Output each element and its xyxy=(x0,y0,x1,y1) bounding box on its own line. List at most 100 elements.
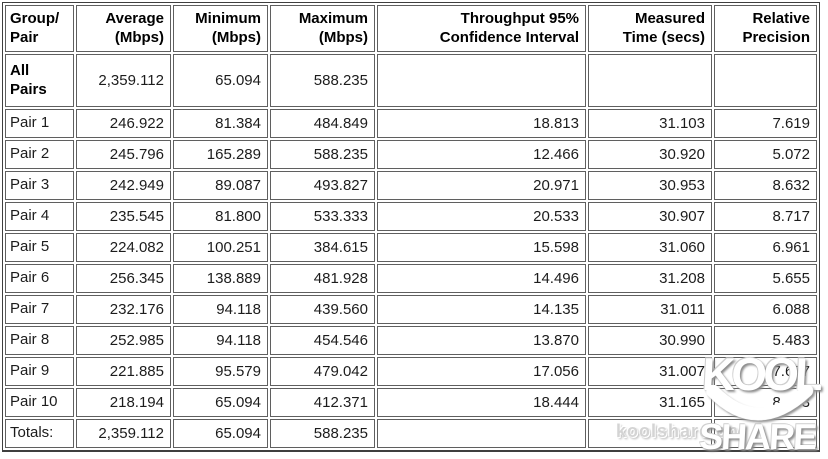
table-row: Pair 6 256.345 138.889 481.928 14.496 31… xyxy=(5,264,817,293)
cell-measured-time xyxy=(588,54,712,107)
cell-average: 242.949 xyxy=(76,171,171,200)
header-measured-time: Measured Time (secs) xyxy=(588,5,712,52)
cell-average: 252.985 xyxy=(76,326,171,355)
row-label: Pair 3 xyxy=(5,171,74,200)
row-label: Pair 8 xyxy=(5,326,74,355)
cell-average: 218.194 xyxy=(76,388,171,417)
cell-minimum: 94.118 xyxy=(173,326,268,355)
throughput-results-table: Group/ Pair Average (Mbps) Minimum (Mbps… xyxy=(2,2,820,452)
cell-confidence-interval: 12.466 xyxy=(377,140,586,169)
cell-maximum: 481.928 xyxy=(270,264,375,293)
cell-confidence-interval: 14.135 xyxy=(377,295,586,324)
cell-confidence-interval: 15.598 xyxy=(377,233,586,262)
cell-measured-time: 31.011 xyxy=(588,295,712,324)
row-label: Pair 4 xyxy=(5,202,74,231)
table-body: All Pairs 2,359.112 65.094 588.235 Pair … xyxy=(5,54,817,448)
cell-average: 2,359.112 xyxy=(76,54,171,107)
cell-maximum: 384.615 xyxy=(270,233,375,262)
cell-measured-time xyxy=(588,419,712,448)
table-row: Pair 8 252.985 94.118 454.546 13.870 30.… xyxy=(5,326,817,355)
cell-relative-precision: 6.961 xyxy=(714,233,817,262)
cell-confidence-interval: 20.971 xyxy=(377,171,586,200)
row-label: Pair 5 xyxy=(5,233,74,262)
cell-average: 224.082 xyxy=(76,233,171,262)
cell-minimum: 81.800 xyxy=(173,202,268,231)
cell-maximum: 439.560 xyxy=(270,295,375,324)
cell-minimum: 138.889 xyxy=(173,264,268,293)
cell-confidence-interval: 18.813 xyxy=(377,109,586,138)
cell-relative-precision: 5.072 xyxy=(714,140,817,169)
cell-relative-precision xyxy=(714,54,817,107)
header-minimum-mbps: Minimum (Mbps) xyxy=(173,5,268,52)
cell-average: 256.345 xyxy=(76,264,171,293)
cell-maximum: 479.042 xyxy=(270,357,375,386)
cell-relative-precision: 7.687 xyxy=(714,357,817,386)
table-header: Group/ Pair Average (Mbps) Minimum (Mbps… xyxy=(5,5,817,52)
cell-maximum: 484.849 xyxy=(270,109,375,138)
cell-maximum: 588.235 xyxy=(270,419,375,448)
cell-confidence-interval: 17.056 xyxy=(377,357,586,386)
table-row: Pair 5 224.082 100.251 384.615 15.598 31… xyxy=(5,233,817,262)
header-relative-precision: Relative Precision xyxy=(714,5,817,52)
cell-measured-time: 30.953 xyxy=(588,171,712,200)
cell-confidence-interval: 20.533 xyxy=(377,202,586,231)
header-average-mbps: Average (Mbps) xyxy=(76,5,171,52)
cell-average: 2,359.112 xyxy=(76,419,171,448)
table-row: Pair 4 235.545 81.800 533.333 20.533 30.… xyxy=(5,202,817,231)
cell-confidence-interval: 18.444 xyxy=(377,388,586,417)
cell-measured-time: 30.920 xyxy=(588,140,712,169)
cell-average: 245.796 xyxy=(76,140,171,169)
cell-confidence-interval xyxy=(377,419,586,448)
cell-confidence-interval xyxy=(377,54,586,107)
cell-relative-precision xyxy=(714,419,817,448)
header-row: Group/ Pair Average (Mbps) Minimum (Mbps… xyxy=(5,5,817,52)
cell-measured-time: 30.990 xyxy=(588,326,712,355)
table-row: Pair 1 246.922 81.384 484.849 18.813 31.… xyxy=(5,109,817,138)
cell-minimum: 94.118 xyxy=(173,295,268,324)
cell-minimum: 100.251 xyxy=(173,233,268,262)
cell-maximum: 493.827 xyxy=(270,171,375,200)
cell-relative-precision: 8.453 xyxy=(714,388,817,417)
cell-average: 235.545 xyxy=(76,202,171,231)
cell-relative-precision: 8.717 xyxy=(714,202,817,231)
row-label: Totals: xyxy=(5,419,74,448)
cell-maximum: 533.333 xyxy=(270,202,375,231)
table-row: Pair 7 232.176 94.118 439.560 14.135 31.… xyxy=(5,295,817,324)
cell-relative-precision: 5.655 xyxy=(714,264,817,293)
header-throughput-confidence-interval: Throughput 95% Confidence Interval xyxy=(377,5,586,52)
cell-minimum: 65.094 xyxy=(173,54,268,107)
cell-maximum: 588.235 xyxy=(270,54,375,107)
cell-measured-time: 31.103 xyxy=(588,109,712,138)
cell-confidence-interval: 13.870 xyxy=(377,326,586,355)
cell-minimum: 81.384 xyxy=(173,109,268,138)
cell-minimum: 95.579 xyxy=(173,357,268,386)
table-row: Totals: 2,359.112 65.094 588.235 xyxy=(5,419,817,448)
cell-measured-time: 31.165 xyxy=(588,388,712,417)
cell-measured-time: 30.907 xyxy=(588,202,712,231)
row-label: All Pairs xyxy=(5,54,74,107)
row-label: Pair 7 xyxy=(5,295,74,324)
row-label: Pair 9 xyxy=(5,357,74,386)
cell-measured-time: 31.060 xyxy=(588,233,712,262)
header-maximum-mbps: Maximum (Mbps) xyxy=(270,5,375,52)
cell-minimum: 165.289 xyxy=(173,140,268,169)
row-label: Pair 10 xyxy=(5,388,74,417)
cell-relative-precision: 5.483 xyxy=(714,326,817,355)
table-row: Pair 9 221.885 95.579 479.042 17.056 31.… xyxy=(5,357,817,386)
cell-maximum: 454.546 xyxy=(270,326,375,355)
cell-relative-precision: 8.632 xyxy=(714,171,817,200)
cell-minimum: 65.094 xyxy=(173,419,268,448)
cell-average: 246.922 xyxy=(76,109,171,138)
row-label: Pair 2 xyxy=(5,140,74,169)
cell-measured-time: 31.208 xyxy=(588,264,712,293)
table-row: All Pairs 2,359.112 65.094 588.235 xyxy=(5,54,817,107)
table-row: Pair 3 242.949 89.087 493.827 20.971 30.… xyxy=(5,171,817,200)
cell-average: 232.176 xyxy=(76,295,171,324)
header-group-pair: Group/ Pair xyxy=(5,5,74,52)
cell-confidence-interval: 14.496 xyxy=(377,264,586,293)
cell-average: 221.885 xyxy=(76,357,171,386)
cell-maximum: 588.235 xyxy=(270,140,375,169)
table-row: Pair 10 218.194 65.094 412.371 18.444 31… xyxy=(5,388,817,417)
cell-relative-precision: 6.088 xyxy=(714,295,817,324)
cell-minimum: 89.087 xyxy=(173,171,268,200)
